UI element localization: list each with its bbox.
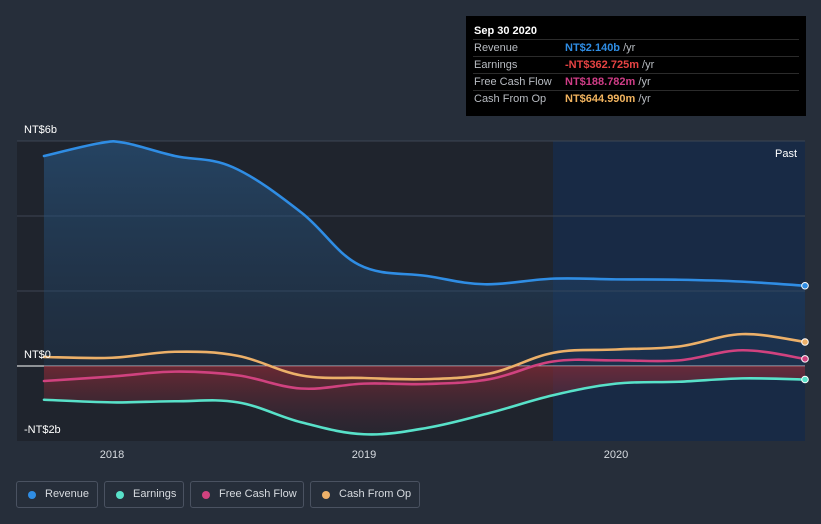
legend-free-cash-flow[interactable]: Free Cash Flow: [190, 481, 304, 508]
tooltip-value: NT$2.140b /yr: [565, 42, 636, 54]
series-line-free-cash-flow: [42, 348, 807, 391]
series-line-earnings: [42, 376, 807, 436]
endpoint-marker-free-cash-flow: [801, 355, 809, 363]
endpoint-marker-earnings: [801, 375, 809, 384]
legend-cash-from-op[interactable]: Cash From Op: [310, 481, 420, 508]
tooltip-row-revenue: Revenue NT$2.140b /yr: [473, 39, 799, 57]
series-line-revenue: [42, 140, 807, 288]
legend-dot-icon: [116, 491, 124, 499]
legend-earnings[interactable]: Earnings: [104, 481, 184, 508]
tooltip-value: NT$644.990m /yr: [565, 93, 651, 105]
legend-dot-icon: [202, 491, 210, 499]
tooltip-date: Sep 30 2020: [474, 25, 537, 37]
x-tick-label-2020: 2020: [604, 449, 628, 461]
tooltip-label: Revenue: [474, 42, 519, 54]
legend-revenue[interactable]: Revenue: [16, 481, 98, 508]
legend-label: Cash From Op: [339, 488, 412, 500]
y-tick-label-6b: NT$6b: [24, 124, 57, 136]
y-tick-label-neg2b: -NT$2b: [24, 424, 61, 436]
legend-dot-icon: [28, 491, 36, 499]
tooltip-label: Earnings: [474, 59, 518, 71]
legend-dot-icon: [322, 491, 330, 499]
tooltip-row-free-cash-flow: Free Cash Flow NT$188.782m /yr: [473, 73, 799, 91]
series-line-cash-from-op: [42, 332, 807, 381]
tooltip-row-cash-from-op: Cash From Op NT$644.990m /yr: [473, 90, 799, 108]
tooltip-row-earnings: Earnings -NT$362.725m /yr: [473, 56, 799, 74]
legend-label: Earnings: [133, 488, 177, 500]
past-label: Past: [775, 148, 797, 160]
revenue-area: [43, 141, 805, 366]
endpoint-marker-revenue: [801, 281, 809, 290]
legend-label: Revenue: [45, 488, 90, 500]
tooltip: Sep 30 2020 Revenue NT$2.140b /yr Earnin…: [466, 16, 806, 116]
endpoint-marker-cash-from-op: [801, 338, 809, 346]
tooltip-label: Free Cash Flow: [474, 76, 552, 88]
tooltip-label: Cash From Op: [474, 93, 547, 105]
tooltip-value: -NT$362.725m /yr: [565, 59, 655, 71]
tooltip-value: NT$188.782m /yr: [565, 76, 651, 88]
x-tick-label-2019: 2019: [352, 449, 376, 461]
legend-label: Free Cash Flow: [219, 488, 297, 500]
y-tick-label-0: NT$0: [24, 349, 51, 361]
x-tick-label-2018: 2018: [100, 449, 124, 461]
